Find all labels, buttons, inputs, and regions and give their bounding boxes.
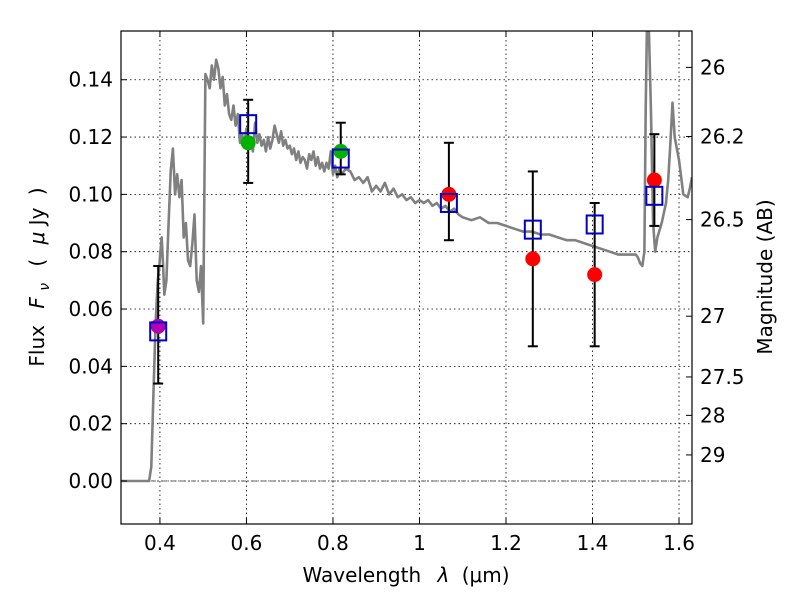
right-tick-label: 27 [700,304,725,328]
right-tick-label: 26.2 [700,124,745,148]
observed-point [587,267,603,283]
y-axis-label: Flux F ν ( μ Jy ) [25,187,54,366]
sed-model-curve [121,31,692,483]
x-axis-label-unit: (μm) [462,563,510,587]
observed-point [525,251,541,267]
observed-point [240,135,256,151]
plot-frame [120,30,693,525]
y-tick-label: 0.06 [68,297,113,321]
plot-area [121,31,692,524]
y-tick-label: 0.04 [68,354,113,378]
grid [121,31,692,524]
model-point [523,219,542,240]
right-tick-label: 28 [700,403,725,427]
x-tick-label: 1 [413,531,426,555]
y-tick-label: 0.12 [68,125,113,149]
x-tick-label: 1.4 [577,531,609,555]
right-axis-ticks: 26 26.2 26.5 27 27.5 28 29 [686,55,745,467]
model-point [149,321,168,342]
x-tick-label: 1.6 [663,531,695,555]
x-tick-label: 0.6 [231,531,263,555]
observed-point [646,172,662,188]
y-axis-ticks: 0.00 0.02 0.04 0.06 0.08 0.10 0.12 0.14 [68,68,127,493]
model-point [645,185,664,206]
y-axis-label-mu: μ [25,232,49,246]
x-axis-label-symbol: λ [437,563,450,587]
right-tick-label: 27.5 [700,365,745,389]
model-point [585,214,604,235]
y-axis-label-open: ( [25,259,49,267]
y-tick-label: 0.14 [68,68,113,92]
right-tick-label: 29 [700,443,725,467]
x-tick-label: 0.8 [317,531,349,555]
model-point [331,148,350,169]
y-axis-label-prefix: Flux [25,325,49,367]
x-tick-label: 1.2 [490,531,522,555]
right-axis-label: Magnitude (AB) [753,199,777,354]
y-tick-label: 0.00 [68,469,113,493]
y-axis-label-subscript: ν [37,283,53,291]
x-axis-label-prefix: Wavelength [302,563,421,587]
observed-point [150,318,166,334]
y-axis-label-symbol: F [25,297,49,309]
y-axis-label-close: ) [25,187,49,195]
right-tick-label: 26 [700,55,725,79]
right-tick-label: 26.5 [700,208,745,232]
sed-model-layer [121,31,692,483]
y-tick-label: 0.08 [68,240,113,264]
observed-point [333,143,349,159]
model-point [439,192,458,213]
model-point [239,114,258,135]
x-axis-ticks: 0.4 0.6 0.8 1 1.2 1.4 1.6 [144,31,695,555]
y-tick-label: 0.10 [68,182,113,206]
model-points [149,114,664,342]
y-tick-label: 0.02 [68,412,113,436]
error-bars [153,98,660,385]
y-axis-label-unit: Jy [25,207,49,227]
x-tick-label: 0.4 [144,531,176,555]
x-axis-label: Wavelength λ (μm) [302,563,509,587]
